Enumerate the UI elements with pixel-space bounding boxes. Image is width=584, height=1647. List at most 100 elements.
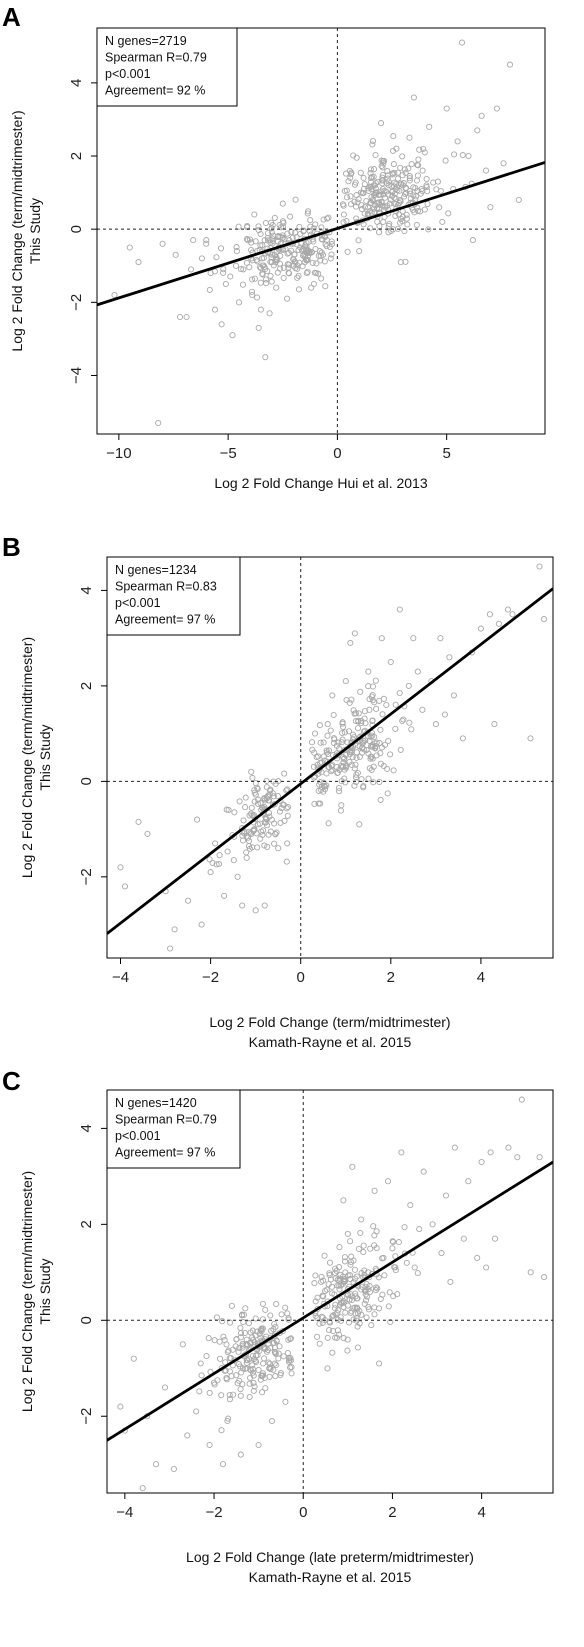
- data-point: [245, 1320, 252, 1327]
- data-point: [326, 1259, 334, 1266]
- data-point: [383, 180, 390, 187]
- data-point: [187, 266, 195, 273]
- data-point: [372, 180, 379, 187]
- data-point: [391, 183, 398, 190]
- data-point: [369, 137, 377, 145]
- data-point: [239, 902, 246, 909]
- data-point: [379, 180, 386, 187]
- data-point: [366, 765, 373, 772]
- data-point: [267, 239, 274, 246]
- data-point: [117, 1403, 124, 1410]
- data-point: [518, 1096, 525, 1103]
- data-point: [260, 1360, 267, 1367]
- data-point: [317, 800, 324, 807]
- data-point: [222, 1359, 229, 1366]
- data-point: [351, 782, 358, 789]
- data-point: [443, 105, 450, 112]
- data-point: [400, 716, 407, 723]
- data-point: [410, 94, 417, 101]
- data-point: [237, 1451, 244, 1458]
- data-point: [252, 815, 259, 823]
- data-point: [348, 747, 355, 754]
- x-tick-label: −5: [220, 445, 237, 462]
- data-point: [504, 606, 511, 613]
- data-point: [341, 1278, 349, 1285]
- data-point: [321, 1316, 328, 1324]
- data-point: [377, 796, 384, 803]
- data-point: [317, 739, 324, 746]
- data-point: [367, 175, 375, 182]
- data-point: [335, 1264, 343, 1271]
- data-point: [329, 1290, 336, 1297]
- x-tick-label: −4: [112, 969, 129, 986]
- data-point: [339, 723, 347, 730]
- data-point: [261, 842, 268, 849]
- data-point: [273, 1301, 280, 1308]
- data-point: [362, 1284, 369, 1291]
- data-point: [249, 276, 256, 283]
- data-point: [371, 1187, 378, 1194]
- data-point: [459, 152, 466, 159]
- data-point: [330, 1312, 337, 1319]
- data-point: [482, 167, 490, 174]
- data-point: [403, 215, 410, 222]
- data-point: [273, 254, 280, 261]
- data-point: [365, 1303, 372, 1310]
- data-point: [361, 1300, 368, 1307]
- stats-line: p<0.001: [105, 67, 151, 81]
- data-point: [284, 295, 291, 302]
- data-point: [319, 236, 326, 243]
- data-point: [251, 789, 258, 796]
- x-tick-label: 5: [442, 445, 450, 462]
- data-point: [320, 1293, 327, 1300]
- data-point: [284, 1349, 291, 1357]
- data-point: [382, 194, 389, 201]
- data-point: [315, 787, 322, 794]
- data-point: [347, 639, 354, 646]
- data-point: [406, 177, 413, 184]
- data-point: [244, 224, 251, 231]
- data-point: [406, 188, 413, 195]
- data-point: [369, 717, 376, 724]
- data-point: [416, 1226, 423, 1233]
- data-point: [536, 563, 543, 570]
- data-point: [350, 731, 357, 738]
- data-point: [240, 1319, 247, 1326]
- data-point: [281, 770, 288, 777]
- data-point: [345, 178, 352, 185]
- data-point: [343, 194, 351, 201]
- data-point: [284, 1310, 291, 1317]
- data-point: [437, 187, 444, 194]
- data-point: [323, 782, 330, 789]
- data-point: [292, 196, 299, 203]
- data-point: [363, 1314, 370, 1321]
- data-point: [266, 797, 273, 804]
- data-point: [280, 264, 287, 271]
- data-point: [254, 294, 261, 301]
- data-point: [271, 820, 278, 827]
- data-point: [376, 201, 384, 208]
- data-point: [352, 710, 359, 717]
- data-point: [305, 208, 312, 215]
- data-point: [378, 635, 385, 642]
- data-point: [377, 1295, 384, 1303]
- data-point: [322, 1287, 329, 1295]
- data-point: [396, 199, 403, 207]
- data-point: [354, 1323, 361, 1330]
- data-point: [320, 216, 327, 223]
- data-point: [384, 790, 391, 797]
- x-tick-label: 4: [477, 1504, 485, 1521]
- data-point: [248, 288, 256, 295]
- data-point: [291, 258, 298, 265]
- data-point: [419, 167, 426, 174]
- data-point: [329, 1349, 336, 1356]
- data-point: [252, 779, 259, 787]
- data-point: [380, 1254, 387, 1261]
- data-point: [373, 1228, 380, 1235]
- data-point: [247, 829, 254, 836]
- data-point: [376, 697, 383, 704]
- data-point: [209, 859, 216, 866]
- data-point: [226, 1355, 233, 1362]
- data-point: [379, 174, 386, 181]
- data-point: [414, 668, 421, 675]
